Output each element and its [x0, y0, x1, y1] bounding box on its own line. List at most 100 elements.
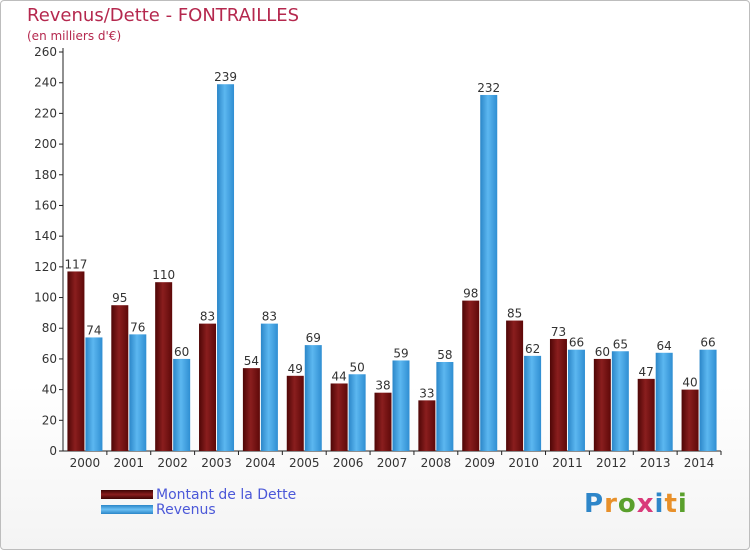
bar-debt	[549, 338, 567, 451]
chart-subtitle: (en milliers d'€)	[27, 29, 122, 43]
x-tick-label: 2007	[377, 456, 408, 470]
data-label: 83	[200, 310, 215, 324]
data-label: 239	[214, 70, 237, 84]
bar-revenue	[699, 349, 717, 451]
data-label: 83	[262, 310, 277, 324]
bar-debt	[242, 368, 260, 451]
bar-debt	[374, 392, 392, 451]
data-label: 49	[288, 362, 303, 376]
y-tick-label: 120	[34, 260, 57, 274]
bar-debt	[155, 282, 173, 451]
bar-chart: 0 20 40 60 80 100 120 140 160 180 200 220 240 260 2000…	[34, 45, 722, 470]
data-label: 58	[437, 348, 452, 362]
bar-revenue	[304, 345, 322, 451]
legend-item-debt: Montant de la Dette	[101, 486, 297, 503]
y-tick-label: 180	[34, 168, 57, 182]
data-label: 44	[331, 369, 346, 383]
y-tick-label: 240	[34, 76, 57, 90]
bar-revenue	[655, 352, 673, 451]
data-label: 98	[463, 287, 478, 301]
x-tick-label: 2010	[508, 456, 539, 470]
data-label: 40	[682, 376, 697, 390]
x-tick-label: 2004	[245, 456, 276, 470]
bar-debt	[330, 383, 348, 451]
data-label: 38	[375, 379, 390, 393]
x-tick-label: 2003	[201, 456, 232, 470]
bar-revenue	[217, 84, 235, 451]
legend-label-revenue: Revenus	[156, 501, 216, 518]
x-tick-label: 2014	[684, 456, 715, 470]
bar-revenue	[173, 358, 191, 451]
bars	[67, 84, 717, 451]
y-tick-label: 220	[34, 106, 57, 120]
bar-revenue	[480, 94, 498, 451]
legend-item-revenue: Revenus	[101, 501, 296, 518]
bar-debt	[506, 320, 524, 451]
data-label: 74	[86, 323, 101, 337]
data-label: 64	[657, 339, 672, 353]
bar-debt	[593, 358, 611, 451]
x-tick-label: 2002	[157, 456, 188, 470]
bar-debt	[67, 271, 85, 451]
bar-debt	[199, 323, 217, 451]
bar-debt	[637, 378, 655, 451]
bar-revenue	[85, 337, 103, 451]
data-label: 117	[64, 257, 87, 271]
x-tick-label: 2006	[333, 456, 364, 470]
bar-debt	[462, 300, 480, 451]
x-tick-label: 2008	[421, 456, 452, 470]
data-label: 76	[130, 320, 145, 334]
bar-revenue	[436, 361, 454, 451]
data-label: 73	[551, 325, 566, 339]
legend-label-debt: Montant de la Dette	[156, 486, 297, 503]
bar-revenue	[260, 323, 278, 451]
data-label: 95	[112, 291, 127, 305]
data-label: 232	[477, 81, 500, 95]
y-tick-label: 160	[34, 198, 57, 212]
bar-debt	[111, 305, 129, 451]
data-label: 110	[152, 268, 175, 282]
data-label: 54	[244, 354, 259, 368]
data-label: 60	[595, 345, 610, 359]
data-label: 50	[349, 360, 364, 374]
proxiti-logo: Proxiti	[584, 489, 688, 519]
bar-debt	[418, 400, 436, 451]
chart-title: Revenus/Dette - FONTRAILLES	[27, 5, 300, 26]
y-tick-label: 200	[34, 137, 57, 151]
x-tick-label: 2005	[289, 456, 320, 470]
data-label: 60	[174, 345, 189, 359]
bar-revenue	[392, 360, 410, 451]
data-label: 33	[419, 386, 434, 400]
bar-debt	[286, 375, 304, 451]
y-tick-label: 140	[34, 229, 57, 243]
x-tick-label: 2001	[114, 456, 145, 470]
bar-debt	[681, 389, 699, 451]
bar-revenue	[348, 374, 366, 451]
x-tick-label: 2012	[596, 456, 627, 470]
data-label: 66	[700, 336, 715, 350]
legend-swatch-revenue	[101, 505, 153, 514]
x-tick-label: 2013	[640, 456, 671, 470]
data-label: 69	[306, 331, 321, 345]
data-label: 66	[569, 336, 584, 350]
y-tick-label: 260	[34, 45, 57, 59]
bar-revenue	[524, 355, 542, 451]
bar-revenue	[567, 349, 585, 451]
x-tick-label: 2011	[552, 456, 583, 470]
bar-revenue	[611, 351, 629, 451]
data-label: 62	[525, 342, 540, 356]
y-tick-label: 0	[49, 444, 57, 458]
x-tick-label: 2000	[70, 456, 101, 470]
bar-revenue	[129, 334, 147, 451]
y-tick-label: 100	[34, 291, 57, 305]
y-tick-label: 80	[42, 321, 57, 335]
y-tick-label: 60	[42, 352, 57, 366]
data-label: 65	[613, 337, 628, 351]
legend: Montant de la Dette Revenus	[101, 486, 297, 518]
legend-swatch-debt	[101, 490, 153, 499]
data-label: 47	[639, 365, 654, 379]
y-tick-label: 20	[42, 413, 57, 427]
data-label: 85	[507, 307, 522, 321]
x-tick-label: 2009	[464, 456, 495, 470]
